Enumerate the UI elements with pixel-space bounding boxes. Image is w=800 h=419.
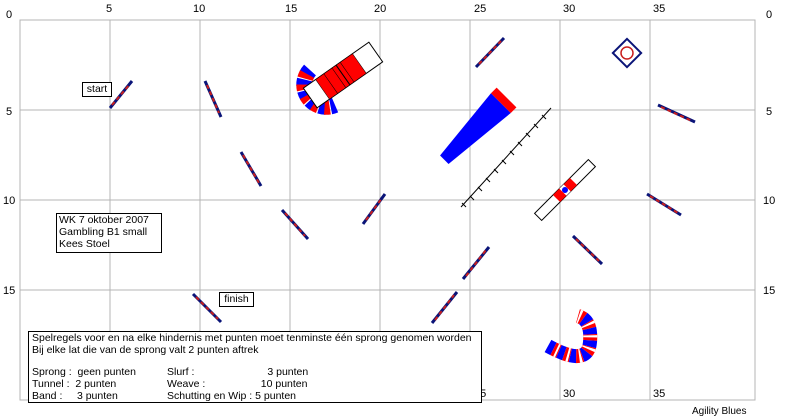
y-axis-labels-left: 5 10 15 — [3, 106, 15, 297]
curved-tunnel-bottom — [544, 309, 598, 363]
y-tick-label: 10 — [763, 195, 775, 207]
table-obstacle — [611, 37, 643, 69]
jump-hurdle — [203, 80, 223, 118]
rule-tunnel: Tunnel : 2 punten — [32, 378, 117, 390]
event-info-box: WK 7 oktober 2007 Gambling B1 small Kees… — [56, 213, 162, 253]
jump-hurdle — [461, 246, 491, 280]
x-axis-labels-bottom: 25 30 35 — [474, 388, 665, 400]
a-frame-obstacle — [302, 41, 384, 109]
rule-sprong: Sprong : geen punten — [32, 366, 136, 378]
x-tick-label: 15 — [285, 3, 297, 15]
x-tick-label: 10 — [193, 3, 205, 15]
jump-hurdle — [430, 291, 459, 324]
x-tick-label: 5 — [106, 3, 112, 15]
x-tick-label: 30 — [563, 3, 575, 15]
curved-tunnel-top — [296, 64, 339, 115]
jump-hurdle — [657, 103, 696, 124]
jump-hurdle — [280, 208, 310, 241]
rule-slurf: Slurf : 3 punten — [167, 366, 309, 378]
jump-hurdle — [108, 80, 134, 109]
event-class: Gambling B1 small — [59, 226, 148, 238]
y-axis-labels-right: 0 5 10 15 — [763, 9, 775, 297]
jump-hurdle — [571, 234, 604, 266]
rule-weave: Weave : 10 punten — [167, 378, 308, 390]
start-label: start — [82, 82, 112, 97]
straight-tunnel — [440, 87, 517, 164]
footer-brand: Agility Blues — [692, 406, 747, 417]
start-text: start — [86, 83, 108, 95]
x-tick-label: 20 — [374, 3, 386, 15]
y-tick-label: 15 — [763, 285, 775, 297]
rules-box: Spelregels voor en na elke hindernis met… — [28, 331, 482, 403]
y-tick-label: 0 — [766, 9, 772, 21]
rules-line-2: Bij elke lat die van de sprong valt 2 pu… — [32, 344, 259, 356]
y-tick-label: 10 — [3, 195, 15, 207]
jump-hurdle — [191, 292, 223, 324]
x-tick-label: 0 — [6, 9, 12, 21]
x-tick-label: 35 — [653, 388, 665, 400]
jump-hurdle — [474, 36, 506, 69]
y-tick-label: 15 — [3, 285, 15, 297]
event-judge: Kees Stoel — [59, 238, 110, 250]
finish-label: finish — [219, 292, 254, 307]
x-axis-labels-top: 0 5 10 15 20 25 30 35 — [6, 3, 665, 21]
rule-schutting: Schutting en Wip : 5 punten — [167, 390, 296, 402]
rule-band: Band : 3 punten — [32, 390, 118, 402]
y-tick-label: 5 — [766, 106, 772, 118]
x-tick-label: 30 — [563, 388, 575, 400]
jump-hurdle — [239, 151, 263, 187]
event-title: WK 7 oktober 2007 — [59, 214, 149, 226]
jumps — [108, 36, 696, 324]
y-tick-label: 5 — [6, 106, 12, 118]
seesaw-obstacle — [533, 158, 597, 222]
weave-poles — [460, 107, 552, 208]
x-tick-label: 25 — [474, 3, 486, 15]
jump-hurdle — [361, 193, 387, 225]
rules-line-1: Spelregels voor en na elke hindernis met… — [32, 332, 472, 344]
x-tick-label: 35 — [653, 3, 665, 15]
jump-hurdle — [646, 192, 682, 217]
finish-text: finish — [224, 293, 249, 305]
